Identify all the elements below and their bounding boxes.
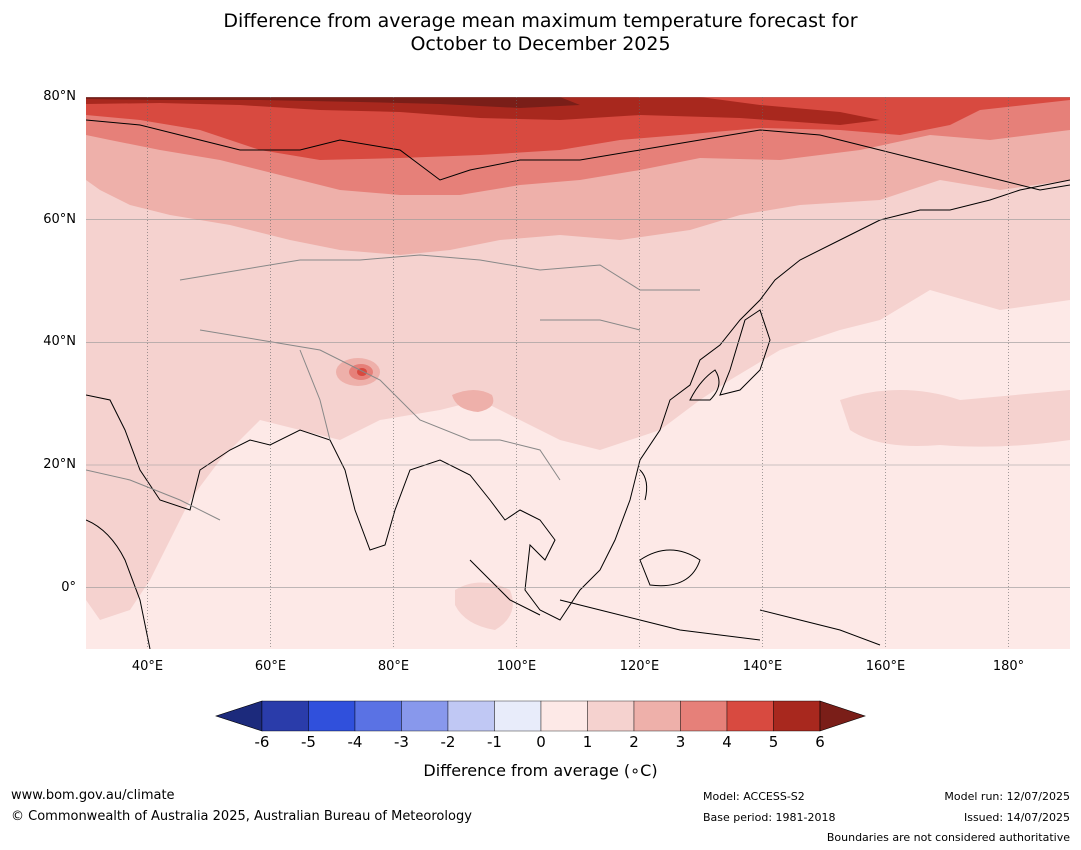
base-period-text: Base period: 1981-2018 (703, 811, 836, 824)
colorbar-tick-label: -6 (254, 733, 270, 751)
model-run-text: Model run: 12/07/2025 (944, 790, 1070, 803)
colorbar-under-arrow (215, 700, 263, 732)
anomaly-band-1-2-south (455, 582, 513, 630)
colorbar-cell (401, 700, 449, 732)
longitude-label: 100°E (496, 659, 537, 674)
meridians (147, 97, 1009, 649)
latitude-label: 80°N (43, 89, 76, 104)
anomaly-band-1-2-east (840, 390, 1070, 447)
colorbar-tick-label: 2 (629, 733, 639, 751)
disclaimer-text: Boundaries are not considered authoritat… (826, 831, 1070, 844)
colorbar-tick-label: 5 (768, 733, 779, 751)
colorbar-tick-label: 3 (675, 733, 686, 751)
latitude-label: 40°N (43, 334, 76, 350)
colorbar (215, 700, 866, 732)
longitude-label: 180° (992, 659, 1025, 674)
colorbar-tick-label: 6 (815, 733, 825, 751)
colorbar-tick-label: -3 (394, 733, 409, 751)
latitude-label: 60°N (43, 211, 76, 227)
colorbar-cell (633, 700, 681, 732)
issued-text: Issued: 14/07/2025 (963, 811, 1070, 824)
longitude-label: 120°E (619, 659, 660, 674)
anomaly-band-2-3-tibet (452, 390, 494, 412)
colorbar-cell (354, 700, 402, 732)
forecast-map (86, 97, 1070, 649)
colorbar-cell (680, 700, 728, 732)
parallels (86, 97, 1070, 588)
colorbar-cell (773, 700, 821, 732)
country-borders (86, 254, 700, 521)
copyright-text: © Commonwealth of Australia 2025, Austra… (11, 809, 472, 824)
colorbar-over-arrow (819, 700, 866, 732)
colorbar-tick-label: 0 (536, 733, 546, 751)
title-line-1: Difference from average mean maximum tem… (223, 10, 858, 32)
colorbar-cell (308, 700, 356, 732)
longitude-label: 60°E (254, 659, 287, 674)
colorbar-cell (726, 700, 774, 732)
colorbar-tick-label: -1 (487, 733, 502, 751)
colorbar-cell (587, 700, 635, 732)
title-line-2: October to December 2025 (410, 33, 671, 55)
longitude-label: 80°E (377, 659, 410, 674)
colorbar-cell (494, 700, 542, 732)
anomaly-band-over-6 (86, 97, 580, 108)
latitude-label: 0° (61, 579, 76, 595)
longitude-label: 140°E (742, 659, 783, 674)
colorbar-cell (540, 700, 588, 732)
colorbar-tick-label: -5 (301, 733, 316, 751)
colorbar-tick-label: -4 (347, 733, 363, 751)
anomaly-band-5-6 (86, 97, 880, 125)
map-title: Difference from average mean maximum tem… (0, 10, 1081, 56)
coastlines (86, 119, 1070, 649)
longitude-label: 160°E (865, 659, 906, 674)
colorbar-tick-label: 1 (582, 733, 593, 751)
colorbar-tick-label: 4 (722, 733, 732, 751)
colorbar-cell (261, 700, 309, 732)
longitude-label: 40°E (131, 659, 164, 674)
model-text: Model: ACCESS-S2 (703, 790, 805, 803)
colorbar-tick-label: -2 (440, 733, 456, 751)
latitude-label: 20°N (43, 457, 76, 472)
website-link[interactable]: www.bom.gov.au/climate (11, 788, 175, 803)
colorbar-label: Difference from average (∘C) (423, 761, 658, 780)
colorbar-cell (447, 700, 495, 732)
